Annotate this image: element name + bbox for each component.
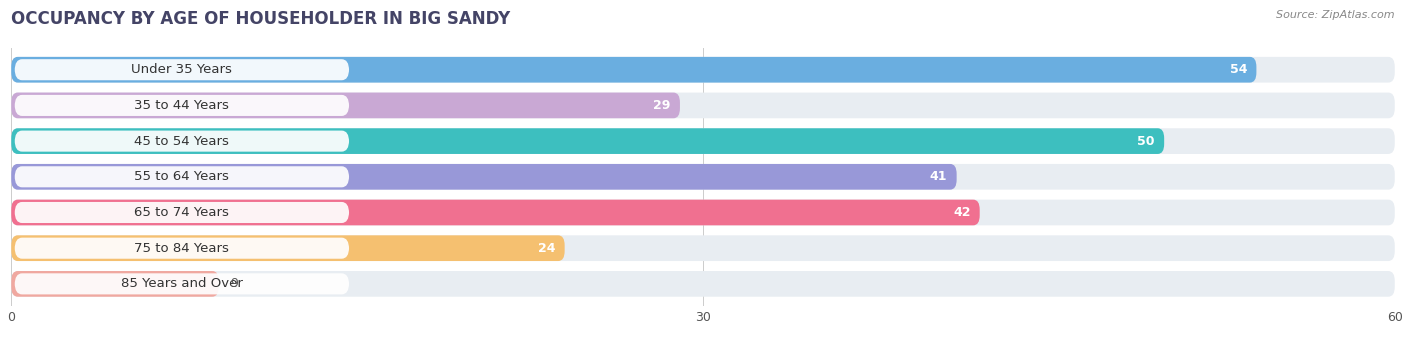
FancyBboxPatch shape — [11, 57, 1395, 83]
Text: OCCUPANCY BY AGE OF HOUSEHOLDER IN BIG SANDY: OCCUPANCY BY AGE OF HOUSEHOLDER IN BIG S… — [11, 10, 510, 28]
Text: 41: 41 — [929, 170, 948, 183]
FancyBboxPatch shape — [11, 200, 980, 225]
Text: Source: ZipAtlas.com: Source: ZipAtlas.com — [1277, 10, 1395, 20]
FancyBboxPatch shape — [14, 273, 349, 294]
FancyBboxPatch shape — [11, 164, 956, 190]
Text: 24: 24 — [538, 242, 555, 255]
FancyBboxPatch shape — [14, 131, 349, 152]
Text: 42: 42 — [953, 206, 970, 219]
FancyBboxPatch shape — [11, 271, 219, 297]
FancyBboxPatch shape — [14, 202, 349, 223]
FancyBboxPatch shape — [11, 128, 1395, 154]
Text: 29: 29 — [654, 99, 671, 112]
FancyBboxPatch shape — [14, 95, 349, 116]
Text: 35 to 44 Years: 35 to 44 Years — [135, 99, 229, 112]
FancyBboxPatch shape — [11, 200, 1395, 225]
FancyBboxPatch shape — [11, 128, 1164, 154]
Text: 50: 50 — [1137, 135, 1154, 148]
Text: 54: 54 — [1230, 63, 1247, 76]
FancyBboxPatch shape — [11, 57, 1257, 83]
Text: Under 35 Years: Under 35 Years — [131, 63, 232, 76]
Text: 65 to 74 Years: 65 to 74 Years — [135, 206, 229, 219]
FancyBboxPatch shape — [11, 235, 565, 261]
Text: 9: 9 — [231, 277, 238, 290]
FancyBboxPatch shape — [14, 238, 349, 259]
FancyBboxPatch shape — [11, 164, 1395, 190]
FancyBboxPatch shape — [14, 59, 349, 80]
Text: 45 to 54 Years: 45 to 54 Years — [135, 135, 229, 148]
Text: 55 to 64 Years: 55 to 64 Years — [135, 170, 229, 183]
FancyBboxPatch shape — [11, 271, 1395, 297]
Text: 85 Years and Over: 85 Years and Over — [121, 277, 243, 290]
FancyBboxPatch shape — [11, 235, 1395, 261]
FancyBboxPatch shape — [14, 166, 349, 187]
FancyBboxPatch shape — [11, 92, 1395, 118]
Text: 75 to 84 Years: 75 to 84 Years — [135, 242, 229, 255]
FancyBboxPatch shape — [11, 92, 681, 118]
